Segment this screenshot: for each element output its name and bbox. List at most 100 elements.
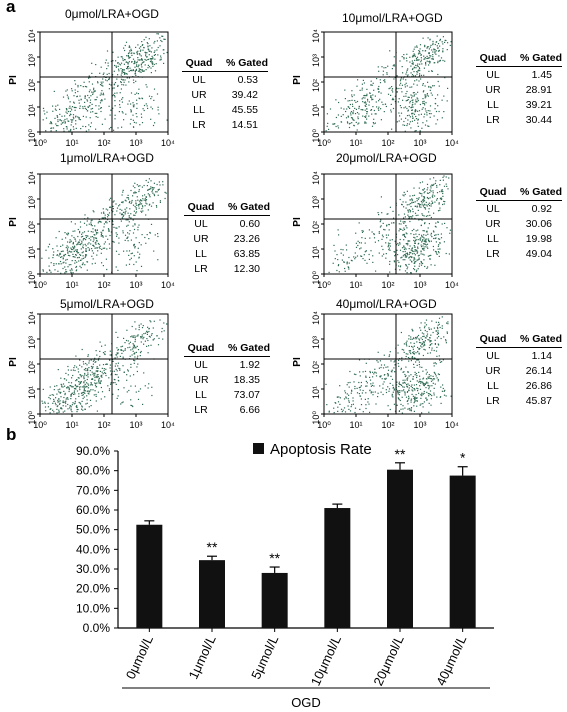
bar [261, 572, 288, 628]
bar [387, 469, 413, 628]
panel-a-label: a [6, 0, 16, 16]
svg-text:10⁴: 10⁴ [161, 280, 175, 290]
error-bar [207, 555, 217, 561]
quadrant-label: LR [486, 248, 500, 260]
flow-dot-plot: 10⁰ 10¹ 10² 10³ 10⁴ 10⁰ 10¹ 10² 10³ 10⁴ PI [8, 171, 175, 290]
svg-text:10²: 10² [381, 420, 394, 430]
svg-text:10¹: 10¹ [311, 104, 321, 117]
flow-event-cloud [328, 175, 451, 274]
quadrant-value: 26.86 [525, 380, 552, 392]
quadrant-row: LR 49.04 [476, 247, 562, 262]
svg-text:10¹: 10¹ [349, 420, 362, 430]
y-tick-label: 20.0% [76, 582, 110, 596]
quadrant-value: 12.30 [233, 263, 260, 275]
quadrant-row: LL 63.85 [184, 247, 270, 262]
quadrant-label: UL [486, 69, 500, 81]
quadrant-value: 45.87 [525, 395, 552, 407]
quadrant-row: LR 45.87 [476, 394, 562, 409]
error-bar [395, 462, 405, 470]
quadrant-label: LL [487, 380, 499, 392]
legend-swatch [253, 443, 264, 454]
svg-text:10⁰: 10⁰ [33, 138, 47, 148]
quadrant-row: UR 30.06 [476, 217, 562, 232]
quadrant-row: UL 0.92 [476, 202, 562, 217]
quad-header: Quad [187, 342, 215, 354]
quadrant-row: LL 45.55 [182, 103, 268, 118]
gated-header: % Gated [519, 186, 562, 198]
svg-text:10¹: 10¹ [27, 386, 37, 399]
y-tick-label: 30.0% [76, 562, 110, 576]
quadrant-row: UR 26.14 [476, 364, 562, 379]
svg-text:PI: PI [292, 75, 303, 85]
flow-plot-title: 5μmol/LRA+OGD [60, 297, 154, 311]
flow-plot-title: 1μmol/LRA+OGD [60, 151, 154, 165]
svg-text:PI: PI [292, 357, 303, 367]
quadrant-label: UR [485, 365, 501, 377]
quadrant-table: Quad % Gated UL 1.92 UR 18.35 LL 73.07 LR 6.66 [184, 341, 270, 418]
x-tick-label: 10μmol/L [308, 633, 344, 688]
svg-text:10²: 10² [311, 79, 321, 92]
svg-text:10⁰: 10⁰ [317, 138, 331, 148]
error-bar [457, 466, 468, 476]
svg-text:10¹: 10¹ [349, 138, 362, 148]
quadrant-value: 45.55 [231, 104, 258, 116]
quadrant-label: UR [193, 233, 209, 245]
legend-label: Apoptosis Rate [270, 441, 372, 458]
quadrant-row: UR 23.26 [184, 232, 270, 247]
quadrant-label: UR [485, 84, 501, 96]
quadrant-value: 30.44 [525, 114, 552, 126]
quadrant-value: 19.98 [525, 233, 552, 245]
gated-header: % Gated [227, 342, 270, 354]
svg-text:10⁰: 10⁰ [311, 129, 321, 143]
quadrant-label: LR [486, 114, 500, 126]
svg-text:10¹: 10¹ [65, 280, 78, 290]
flow-dot-plot: 10⁰ 10¹ 10² 10³ 10⁴ 10⁰ 10¹ 10² 10³ 10⁴ PI [292, 311, 459, 430]
gated-header: % Gated [227, 201, 270, 213]
quadrant-row: LR 6.66 [184, 403, 270, 418]
quadrant-row: LL 19.98 [476, 232, 562, 247]
quadrant-value: 30.06 [525, 218, 552, 230]
quadrant-label: UL [486, 203, 500, 215]
gated-header: % Gated [225, 57, 268, 69]
quadrant-label: LL [193, 104, 205, 116]
flow-plot-title: 40μmol/LRA+OGD [336, 297, 437, 311]
quadrant-value: 14.51 [231, 119, 258, 131]
svg-text:10⁰: 10⁰ [311, 411, 321, 425]
quadrant-label: UR [193, 374, 209, 386]
quadrant-row: LL 73.07 [184, 388, 270, 403]
svg-text:10⁰: 10⁰ [33, 420, 47, 430]
quadrant-row: UL 0.53 [182, 73, 268, 88]
quadrant-label: UL [192, 74, 206, 86]
flow-event-cloud [42, 33, 168, 132]
quadrant-value: 73.07 [233, 389, 260, 401]
svg-text:10³: 10³ [129, 280, 142, 290]
quadrant-table: Quad % Gated UL 0.53 UR 39.42 LL 45.55 LR 14.51 [182, 56, 268, 133]
error-bar [144, 520, 155, 525]
panel-b-label: b [6, 425, 17, 444]
quadrant-table: Quad % Gated UL 1.45 UR 28.91 LL 39.21 LR 30.44 [476, 51, 562, 128]
quad-header: Quad [479, 52, 507, 64]
flow-dot-plot: 10⁰ 10¹ 10² 10³ 10⁴ 10⁰ 10¹ 10² 10³ 10⁴ PI [8, 29, 175, 148]
svg-text:10⁰: 10⁰ [317, 420, 331, 430]
svg-text:10³: 10³ [311, 54, 321, 67]
svg-text:10¹: 10¹ [27, 246, 37, 259]
svg-text:10¹: 10¹ [65, 420, 78, 430]
svg-text:10²: 10² [97, 420, 110, 430]
svg-text:10⁴: 10⁴ [161, 138, 175, 148]
quadrant-row: LL 26.86 [476, 379, 562, 394]
quadrant-row: UR 28.91 [476, 83, 562, 98]
svg-text:10⁴: 10⁴ [445, 280, 459, 290]
svg-text:10⁴: 10⁴ [27, 29, 37, 43]
svg-text:10³: 10³ [27, 196, 37, 209]
svg-text:10³: 10³ [413, 138, 426, 148]
bar [199, 560, 225, 628]
svg-text:10⁰: 10⁰ [27, 129, 37, 143]
quadrant-value: 28.91 [525, 84, 552, 96]
quadrant-value: 18.35 [233, 374, 260, 386]
quadrant-value: 0.53 [237, 74, 258, 86]
svg-text:10⁰: 10⁰ [27, 411, 37, 425]
y-tick-label: 10.0% [76, 601, 110, 615]
svg-text:10¹: 10¹ [311, 246, 321, 259]
svg-text:10⁰: 10⁰ [27, 271, 37, 285]
